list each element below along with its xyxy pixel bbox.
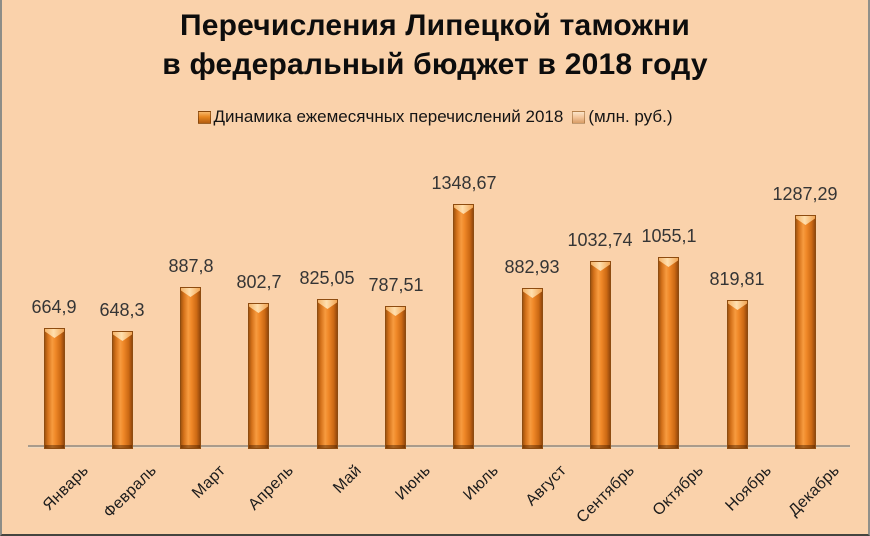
value-label: 819,81 bbox=[709, 269, 765, 289]
bar bbox=[44, 328, 65, 449]
x-axis-line bbox=[28, 445, 850, 447]
bar bbox=[317, 299, 338, 449]
category-label: Январь bbox=[39, 462, 93, 515]
bar bbox=[795, 215, 816, 449]
legend-marker-icon bbox=[197, 110, 211, 124]
value-label: 664,9 bbox=[31, 297, 77, 317]
legend-item-series: Динамика ежемесячных перечислений 2018 bbox=[197, 107, 564, 127]
bar bbox=[180, 287, 201, 449]
value-label: 882,93 bbox=[504, 257, 560, 277]
bar bbox=[248, 303, 269, 449]
bar bbox=[385, 306, 406, 449]
legend-label-units: (млн. руб.) bbox=[588, 107, 673, 126]
legend-label-series: Динамика ежемесячных перечислений 2018 bbox=[213, 107, 564, 126]
bar bbox=[658, 257, 679, 449]
value-label: 787,51 bbox=[368, 275, 424, 295]
chart-title-line1: Перечисления Липецкой таможни bbox=[180, 9, 690, 42]
bar bbox=[522, 288, 543, 449]
value-label: 1055,1 bbox=[641, 226, 697, 246]
bar bbox=[453, 204, 474, 449]
value-label: 887,8 bbox=[168, 256, 214, 276]
bar bbox=[727, 300, 748, 449]
legend-marker-units-icon bbox=[572, 110, 586, 124]
chart-title-line2: в федеральный бюджет в 2018 году bbox=[162, 48, 708, 81]
bar bbox=[590, 261, 611, 449]
legend-item-units: (млн. руб.) bbox=[572, 107, 673, 127]
value-label: 1348,67 bbox=[431, 173, 497, 193]
bar bbox=[112, 331, 133, 449]
value-label: 1287,29 bbox=[772, 184, 838, 204]
chart-title: Перечисления Липецкой таможни в федераль… bbox=[2, 6, 868, 84]
chart-legend: Динамика ежемесячных перечислений 2018 (… bbox=[2, 107, 868, 127]
value-label: 648,3 bbox=[99, 300, 145, 320]
value-label: 825,05 bbox=[299, 268, 355, 288]
value-label: 1032,74 bbox=[567, 230, 633, 250]
value-label: 802,7 bbox=[236, 272, 282, 292]
